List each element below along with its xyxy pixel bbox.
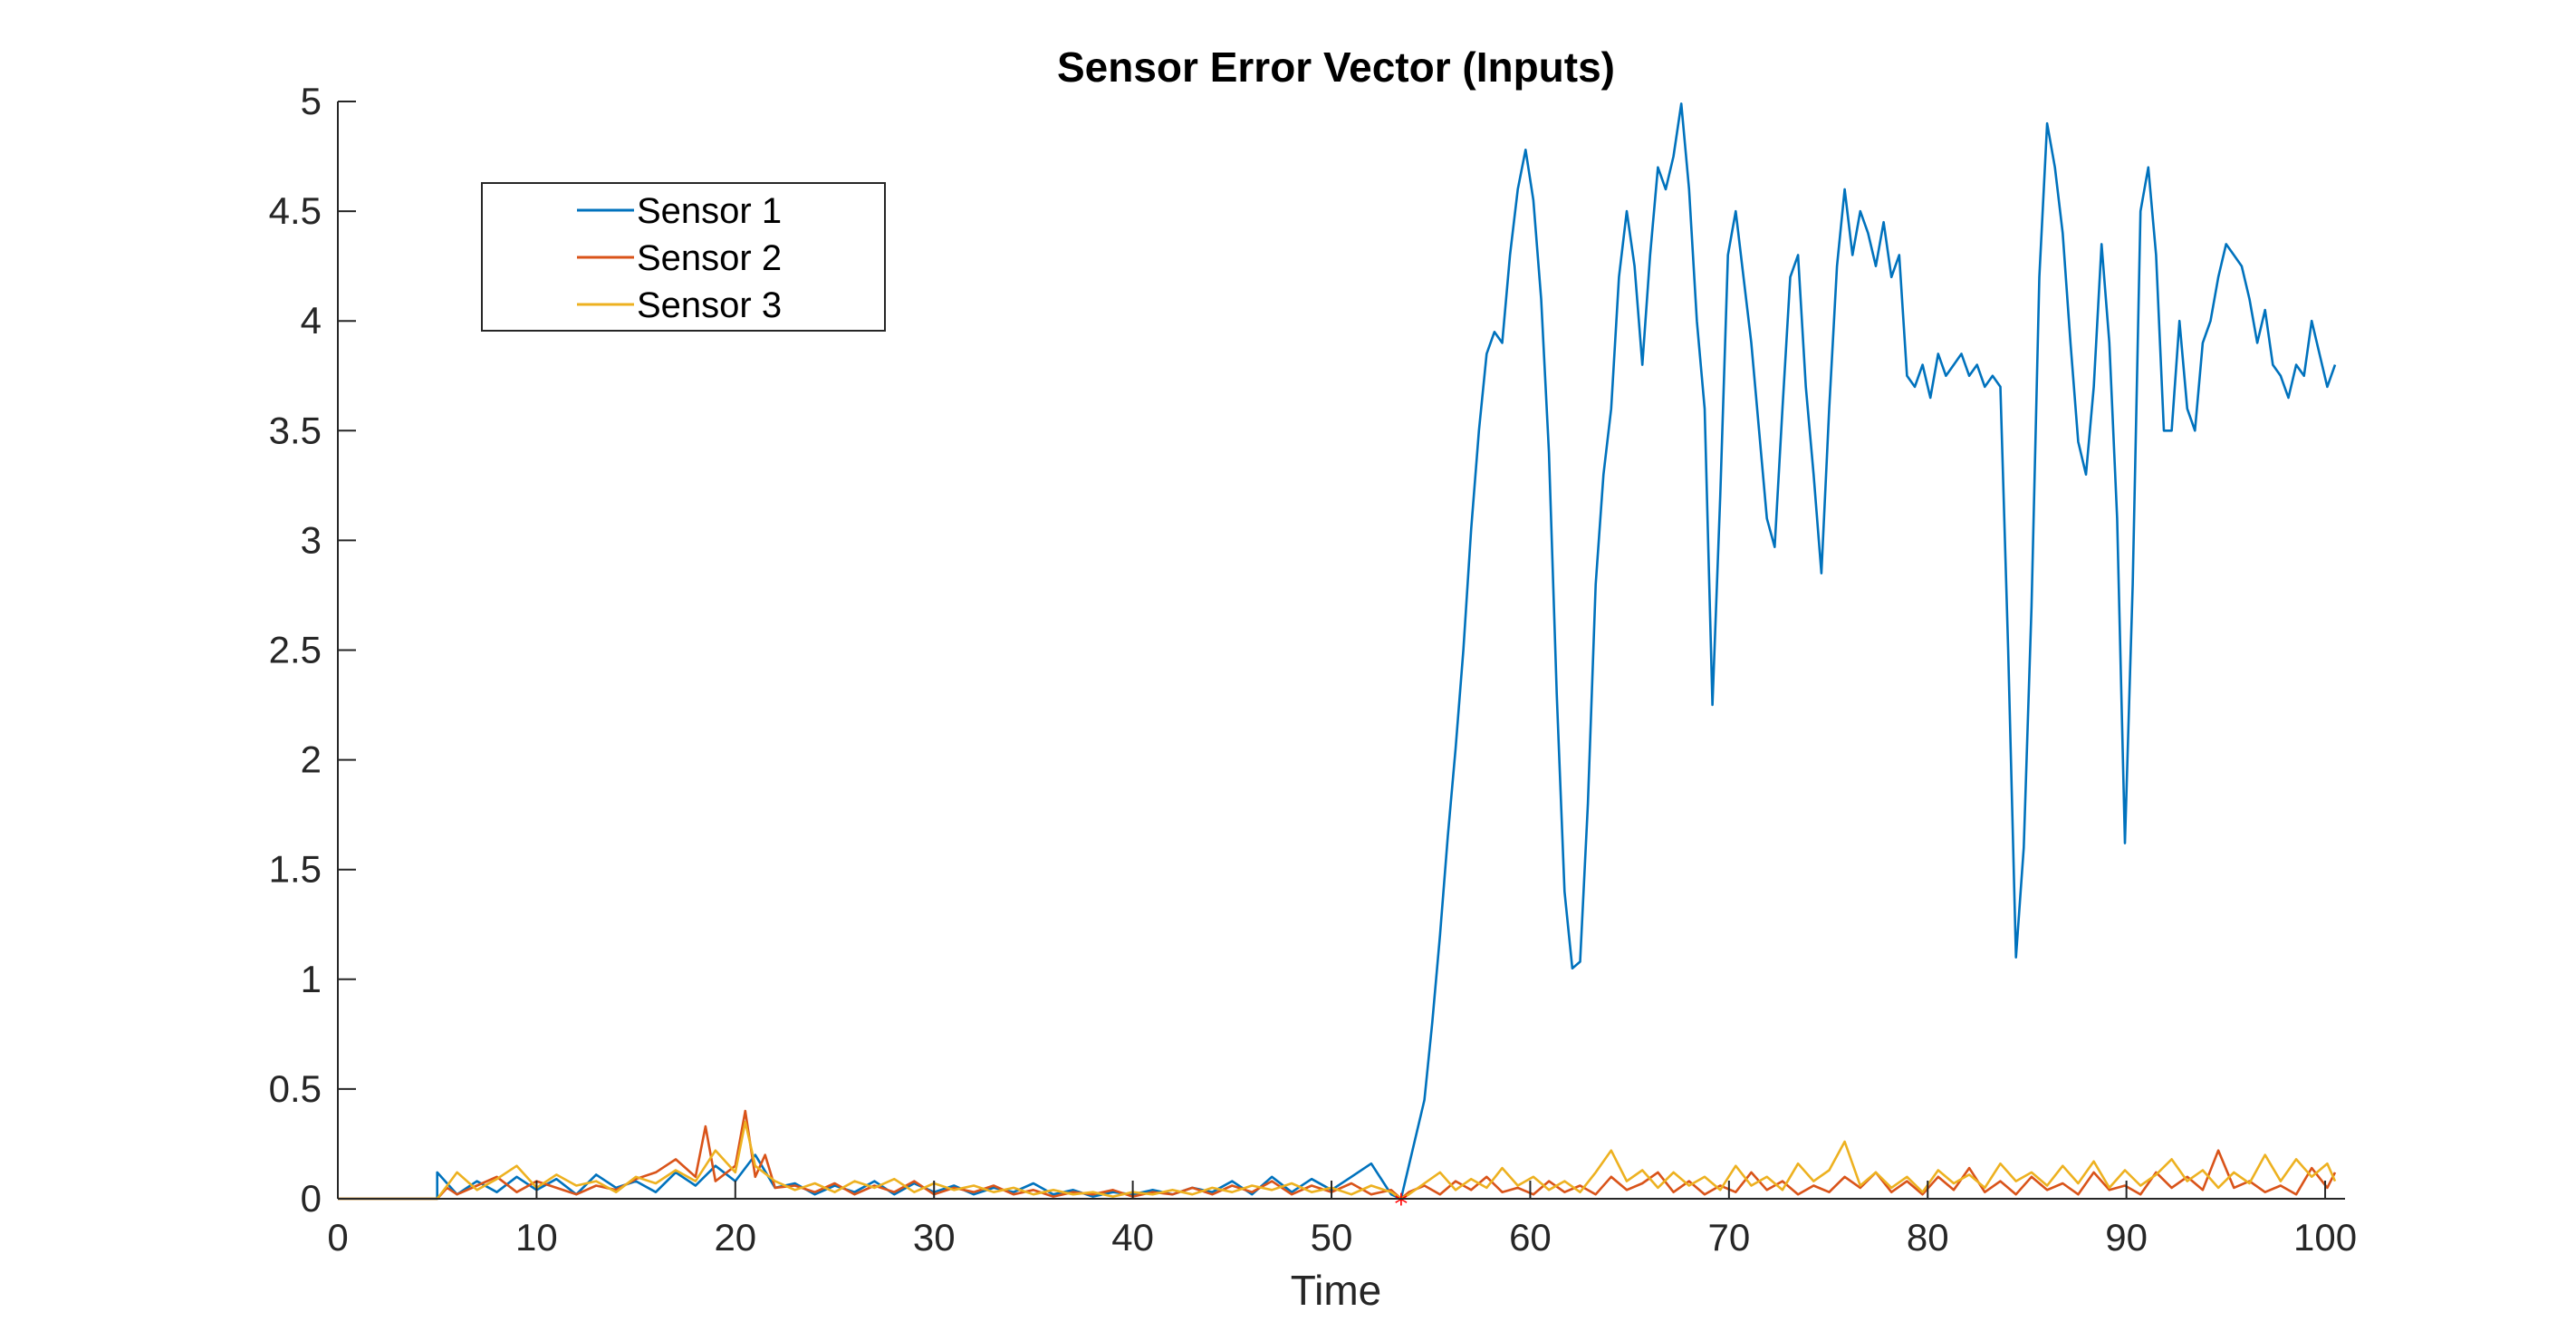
change-point-marker: * [1394,1189,1408,1220]
axes-group: 0 10 20 30 40 50 60 70 80 90 100 0 0.5 1 1.5 2 2.5 3 3.5 4… [269,80,2357,1259]
legend-entries: Sensor 1 Sensor 2 Sensor 3 [577,191,782,325]
chart-title: Sensor Error Vector (Inputs) [1057,43,1615,91]
y-tick-label: 3 [301,518,322,561]
series-line-sensor-3 [338,1120,2337,1201]
y-tick-label: 0.5 [269,1067,322,1110]
y-ticks-group: 0 0.5 1 1.5 2 2.5 3 3.5 4 4.5 5 [269,80,356,1220]
legend-label: Sensor 3 [637,285,782,325]
y-tick-label: 4 [301,299,322,342]
y-tick-label: 1.5 [269,848,322,891]
x-axis-label: Time [1291,1267,1382,1314]
legend: Sensor 1 Sensor 2 Sensor 3 [481,182,886,332]
x-tick-label: 0 [327,1216,348,1259]
x-tick-label: 40 [1111,1216,1154,1259]
y-tick-label: 0 [301,1177,322,1220]
x-tick-label: 60 [1509,1216,1552,1259]
y-tick-label: 5 [301,80,322,122]
x-tick-label: 90 [2105,1216,2148,1259]
x-tick-label: 70 [1707,1216,1750,1259]
plot-series-group: * [338,102,2337,1220]
y-tick-label: 4.5 [269,189,322,232]
y-tick-label: 2 [301,738,322,781]
legend-label: Sensor 1 [637,191,782,231]
x-tick-label: 10 [515,1216,558,1259]
x-tick-label: 100 [2293,1216,2357,1259]
y-tick-label: 1 [301,958,322,1000]
x-ticks-group: 0 10 20 30 40 50 60 70 80 90 100 [327,1181,2357,1259]
x-tick-label: 30 [913,1216,956,1259]
y-tick-label: 2.5 [269,629,322,671]
x-tick-label: 20 [714,1216,756,1259]
series-line-sensor-2 [338,1109,2337,1201]
legend-box [481,182,886,332]
legend-label: Sensor 2 [637,238,782,278]
y-tick-label: 3.5 [269,409,322,451]
x-tick-label: 50 [1311,1216,1353,1259]
x-tick-label: 80 [1907,1216,1949,1259]
